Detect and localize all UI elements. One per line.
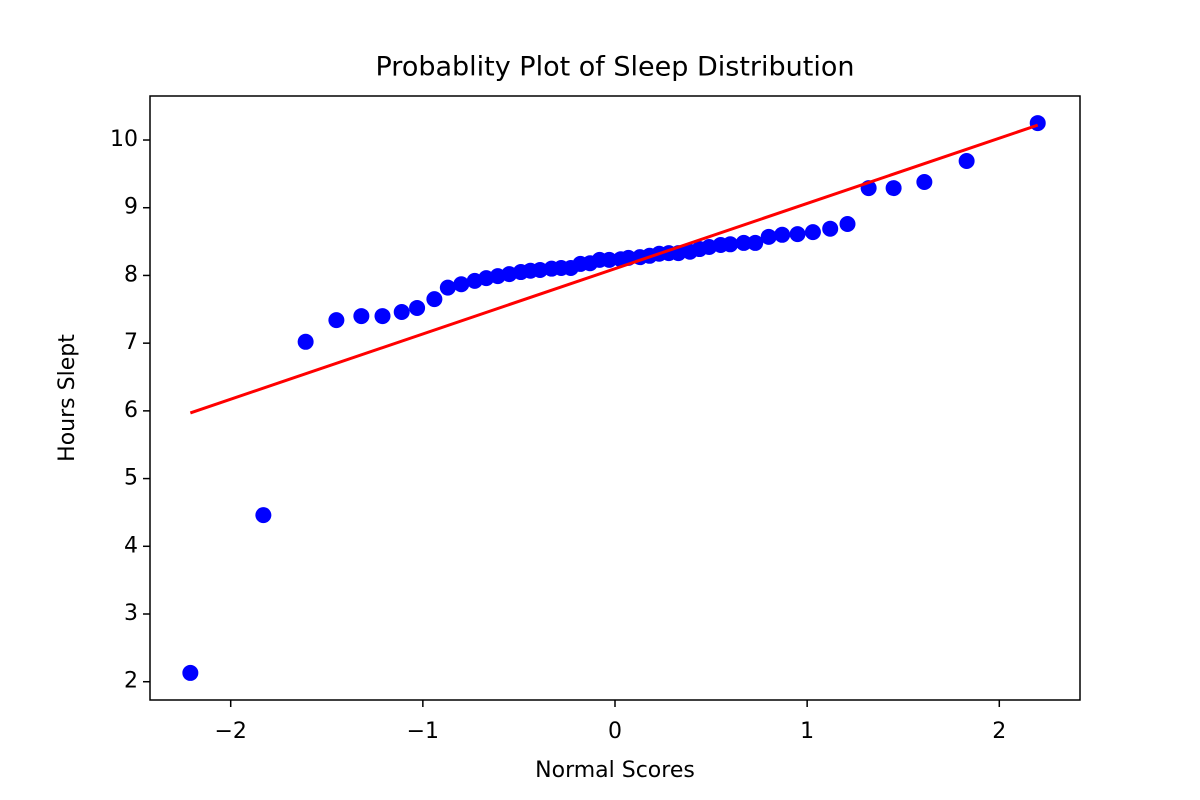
x-tick-label: 2 xyxy=(992,719,1006,744)
point xyxy=(722,236,739,253)
y-tick-label: 2 xyxy=(124,669,138,694)
point xyxy=(182,664,199,681)
point xyxy=(885,180,902,197)
point xyxy=(760,228,777,245)
point xyxy=(409,299,426,316)
x-tick-label: −1 xyxy=(407,719,439,744)
point xyxy=(916,173,933,190)
y-tick-label: 4 xyxy=(124,533,138,558)
point xyxy=(1029,115,1046,132)
point xyxy=(839,215,856,232)
point xyxy=(374,308,391,325)
point xyxy=(353,308,370,325)
y-tick-label: 9 xyxy=(124,195,138,220)
plot-frame xyxy=(149,95,1081,701)
point xyxy=(453,276,470,293)
point xyxy=(822,220,839,237)
y-tick-label: 6 xyxy=(124,398,138,423)
point xyxy=(393,304,410,321)
y-tick-label: 7 xyxy=(124,330,138,355)
point xyxy=(804,224,821,241)
x-tick-label: 0 xyxy=(608,719,622,744)
point xyxy=(426,291,443,308)
x-tick-label: 1 xyxy=(800,719,814,744)
fit-line xyxy=(189,123,1039,415)
x-tick-label: −2 xyxy=(214,719,246,744)
point xyxy=(328,312,345,329)
y-tick-label: 8 xyxy=(124,262,138,287)
y-tick-label: 5 xyxy=(124,466,138,491)
point xyxy=(747,234,764,251)
point xyxy=(789,226,806,243)
point xyxy=(255,507,272,524)
y-tick-label: 10 xyxy=(110,127,138,152)
point xyxy=(439,279,456,296)
point xyxy=(601,251,618,268)
point xyxy=(958,153,975,170)
point xyxy=(774,226,791,243)
x-axis-label: Normal Scores xyxy=(535,758,695,783)
y-axis-label: Hours Slept xyxy=(55,334,80,462)
y-tick-label: 3 xyxy=(124,601,138,626)
point xyxy=(735,234,752,251)
point xyxy=(297,333,314,350)
chart-title: Probablity Plot of Sleep Distribution xyxy=(376,52,855,83)
